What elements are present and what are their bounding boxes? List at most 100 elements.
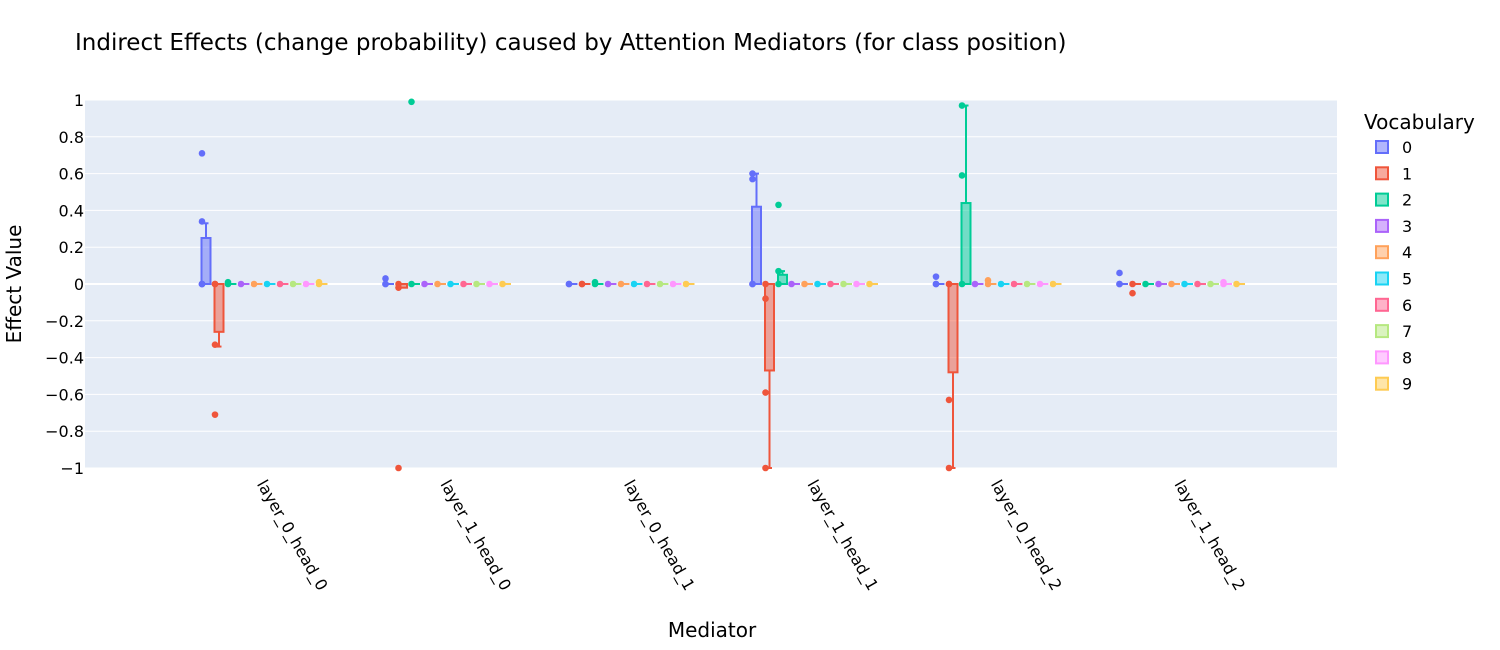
data-point [617, 280, 625, 288]
legend-swatch [1375, 376, 1389, 391]
x-tick-label: layer_0_head_1 [619, 477, 699, 595]
box-series-2-layer_0_head_0 [224, 278, 237, 288]
data-point [224, 278, 232, 286]
box [960, 202, 972, 285]
data-point [1220, 278, 1227, 286]
box-marks [198, 98, 1245, 472]
y-tick-label: 0.6 [59, 165, 84, 184]
chart-title: Indirect Effects (change probability) ca… [75, 30, 1067, 56]
y-axis-title: Effect Value [2, 225, 26, 344]
data-point [250, 280, 258, 288]
data-point [421, 280, 428, 288]
box-series-4-layer_0_head_0 [250, 280, 263, 288]
legend-label: 5 [1402, 270, 1412, 289]
box-series-5-layer_0_head_2 [997, 280, 1010, 288]
box [751, 205, 762, 285]
data-point [198, 280, 206, 288]
data-point [788, 280, 795, 288]
data-point [827, 280, 834, 288]
box-series-8-layer_0_head_0 [302, 280, 315, 288]
box-series-6-layer_1_head_0 [460, 280, 472, 288]
data-point [578, 280, 586, 288]
box-series-0-layer_0_head_1 [565, 280, 578, 288]
data-point [643, 280, 651, 288]
legend-swatch [1375, 271, 1389, 286]
data-point [1116, 269, 1123, 277]
data-point [997, 280, 1005, 288]
legend-label: 8 [1402, 348, 1412, 367]
legend-swatch [1375, 140, 1389, 154]
data-point [840, 280, 847, 288]
box-series-1-layer_0_head_1 [578, 280, 591, 288]
x-axis-ticks: layer_0_head_0 layer_1_head_0 layer_0_head… [252, 477, 1249, 595]
box-series-5-layer_1_head_2 [1181, 280, 1193, 288]
box-series-2-layer_1_head_2 [1142, 280, 1154, 288]
data-point [276, 280, 284, 288]
data-point [932, 273, 940, 280]
legend-swatch [1375, 218, 1389, 233]
legend-item-1: 1 [1375, 164, 1412, 183]
legend-label: 4 [1402, 243, 1412, 262]
legend-swatch [1375, 324, 1389, 339]
data-point [958, 172, 966, 179]
data-point [801, 280, 808, 288]
data-point [1036, 280, 1044, 288]
data-point [486, 280, 493, 288]
box-series-0-layer_0_head_0 [198, 150, 212, 288]
legend-swatch [1375, 297, 1389, 312]
legend-item-6: 6 [1375, 296, 1412, 315]
legend-swatch [1375, 245, 1389, 260]
data-point [749, 280, 756, 288]
data-point [682, 280, 690, 288]
x-tick-label: layer_0_head_0 [252, 477, 332, 595]
box-series-2-layer_1_head_1 [775, 201, 788, 288]
data-point [604, 280, 612, 288]
box-series-3-layer_0_head_2 [971, 280, 984, 288]
y-tick-label: 0.2 [59, 238, 84, 257]
data-point [749, 175, 756, 183]
data-point [630, 280, 638, 288]
box-series-1-layer_0_head_2 [945, 280, 959, 472]
x-tick-label: layer_0_head_2 [986, 477, 1066, 595]
data-point [565, 280, 573, 288]
box-series-0-layer_1_head_2 [1116, 269, 1128, 288]
box-series-5-layer_1_head_0 [447, 280, 459, 288]
data-point [762, 389, 769, 396]
data-point [1155, 280, 1162, 288]
box-series-9-layer_0_head_2 [1049, 280, 1062, 288]
y-tick-label: 1 [74, 91, 84, 110]
y-tick-label: 0 [74, 275, 84, 294]
box-series-6-layer_1_head_2 [1194, 280, 1206, 288]
legend-label: 1 [1402, 164, 1412, 183]
legend-label: 6 [1402, 296, 1412, 315]
data-point [945, 396, 953, 404]
box-series-0-layer_1_head_1 [749, 170, 762, 288]
data-point [958, 280, 966, 288]
box-series-9-layer_0_head_1 [682, 280, 695, 288]
legend-label: 7 [1402, 322, 1412, 341]
data-point [211, 280, 219, 288]
y-tick-label: −0.8 [45, 422, 84, 441]
data-point [1049, 280, 1057, 288]
data-point [198, 150, 206, 157]
box-series-5-layer_1_head_1 [814, 280, 826, 288]
box-series-7-layer_0_head_1 [656, 280, 669, 288]
data-point [762, 295, 769, 303]
data-point [237, 280, 245, 288]
legend-item-3: 3 [1375, 217, 1412, 236]
box-series-4-layer_1_head_2 [1168, 280, 1180, 288]
box-series-6-layer_0_head_0 [276, 280, 289, 288]
data-point [656, 280, 664, 288]
legend-item-7: 7 [1375, 322, 1412, 341]
legend-swatch [1375, 192, 1389, 207]
legend-item-5: 5 [1375, 270, 1412, 289]
legend-item-0: 0 [1375, 138, 1412, 157]
data-point [447, 280, 454, 288]
box-series-9-layer_1_head_2 [1233, 280, 1245, 288]
gridlines [85, 99, 1337, 469]
data-point [984, 277, 992, 284]
box-series-4-layer_1_head_1 [801, 280, 813, 288]
box-series-3-layer_1_head_1 [788, 280, 800, 288]
box-series-4-layer_0_head_2 [984, 277, 997, 288]
